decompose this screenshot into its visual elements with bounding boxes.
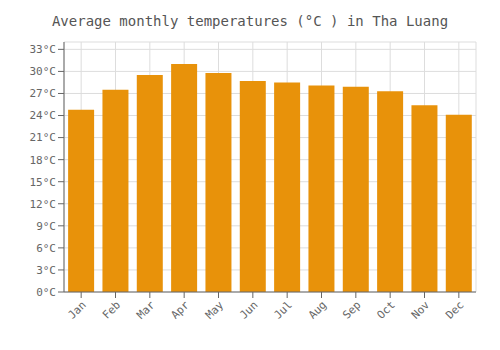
svg-text:Jan: Jan [66, 298, 89, 321]
svg-text:Mar: Mar [134, 298, 158, 322]
html-text:Average monthly temperatures (: Average monthly temperatures (°C ) in Th… [51, 13, 449, 29]
svg-text:Oct: Oct [375, 298, 398, 321]
svg-text:12°C: 12°C [30, 198, 57, 211]
svg-text:3°C: 3°C [36, 264, 56, 277]
svg-text:24°C: 24°C [30, 109, 57, 122]
svg-text:Jul: Jul [272, 298, 295, 321]
svg-text:21°C: 21°C [30, 131, 57, 144]
svg-text:Feb: Feb [100, 298, 123, 321]
svg-text:Nov: Nov [409, 298, 433, 322]
svg-text:9°C: 9°C [36, 220, 56, 233]
svg-text:30°C: 30°C [30, 65, 57, 78]
svg-text:6°C: 6°C [36, 242, 56, 255]
svg-text:Apr: Apr [169, 298, 193, 322]
svg-text:Sep: Sep [340, 298, 363, 321]
svg-text:May: May [203, 298, 227, 322]
svg-text:18°C: 18°C [30, 154, 57, 167]
svg-text:33°C: 33°C [30, 43, 57, 56]
svg-text:27°C: 27°C [30, 87, 57, 100]
svg-text:Aug: Aug [306, 298, 329, 321]
svg-text:15°C: 15°C [30, 176, 57, 189]
svg-text:0°C: 0°C [36, 286, 56, 299]
svg-text:Jun: Jun [237, 298, 260, 321]
svg-text:Dec: Dec [443, 298, 466, 321]
